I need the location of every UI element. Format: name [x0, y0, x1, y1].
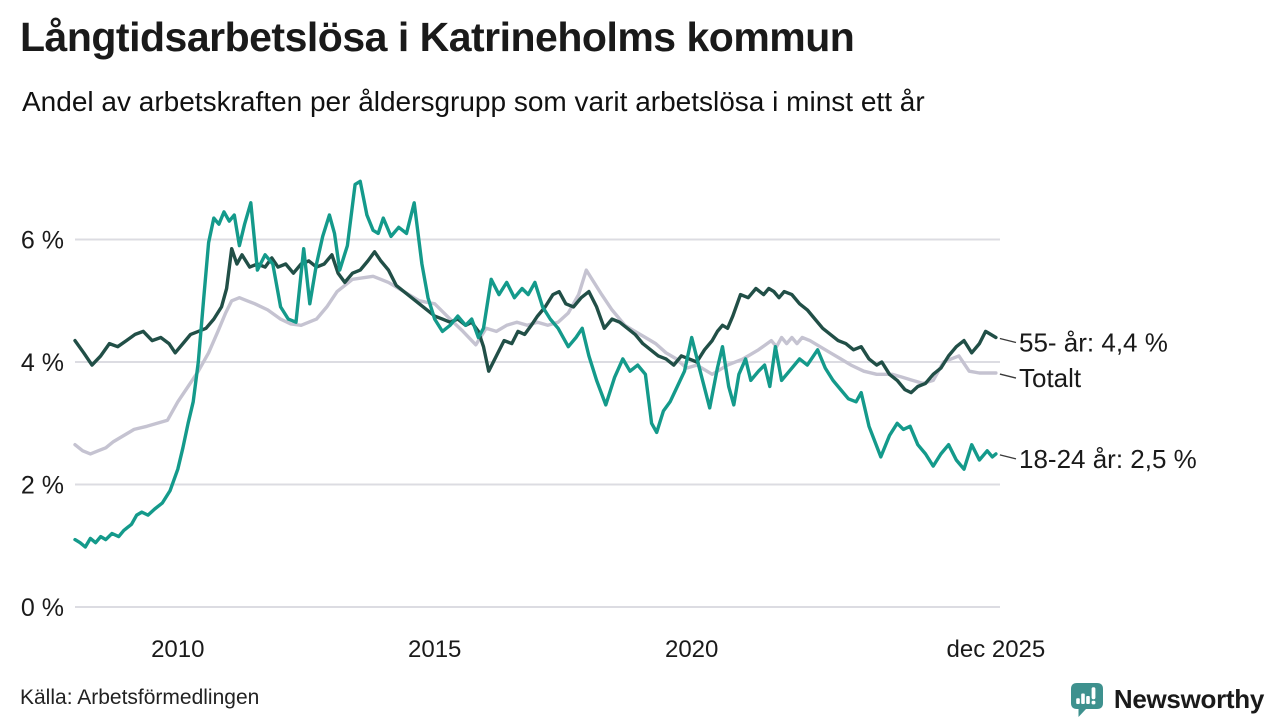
- y-tick-label-4: 4 %: [21, 349, 64, 377]
- y-tick-label-2: 2 %: [21, 472, 64, 500]
- source-note: Källa: Arbetsförmedlingen: [20, 686, 260, 709]
- series-line-55-r: [73, 247, 998, 395]
- series-label-connector-55-r: [999, 337, 1017, 344]
- x-tick-label-2010: 2010: [151, 636, 204, 663]
- series-line-18-24-r: [73, 179, 998, 549]
- x-tick-label-2020: 2020: [665, 636, 718, 663]
- series-annotation-totalt: Totalt: [1019, 363, 1082, 393]
- page-title: Långtidsarbetslösa i Katrineholms kommun: [20, 14, 855, 60]
- series-label-connector-totalt: [999, 373, 1017, 379]
- chart-header: Långtidsarbetslösa i Katrineholms kommun…: [20, 14, 1260, 119]
- series-label-connector-18-24-r: [999, 454, 1017, 460]
- newsworthy-logo: Newsworthy: [1069, 681, 1264, 718]
- x-tick-label-2015: 2015: [408, 636, 461, 663]
- y-tick-label-6: 6 %: [21, 227, 64, 255]
- newsworthy-icon: [1070, 683, 1103, 717]
- y-tick-label-0: 0 %: [21, 594, 64, 622]
- newsworthy-wordmark: Newsworthy: [1113, 684, 1264, 714]
- series-annotation-55-r: 55- år: 4,4 %: [1019, 328, 1168, 358]
- x-tick-label-dec-2025: dec 2025: [947, 636, 1046, 663]
- page-subtitle: Andel av arbetskraften per åldersgrupp s…: [22, 86, 925, 118]
- series-annotation-18-24-r: 18-24 år: 2,5 %: [1019, 444, 1197, 474]
